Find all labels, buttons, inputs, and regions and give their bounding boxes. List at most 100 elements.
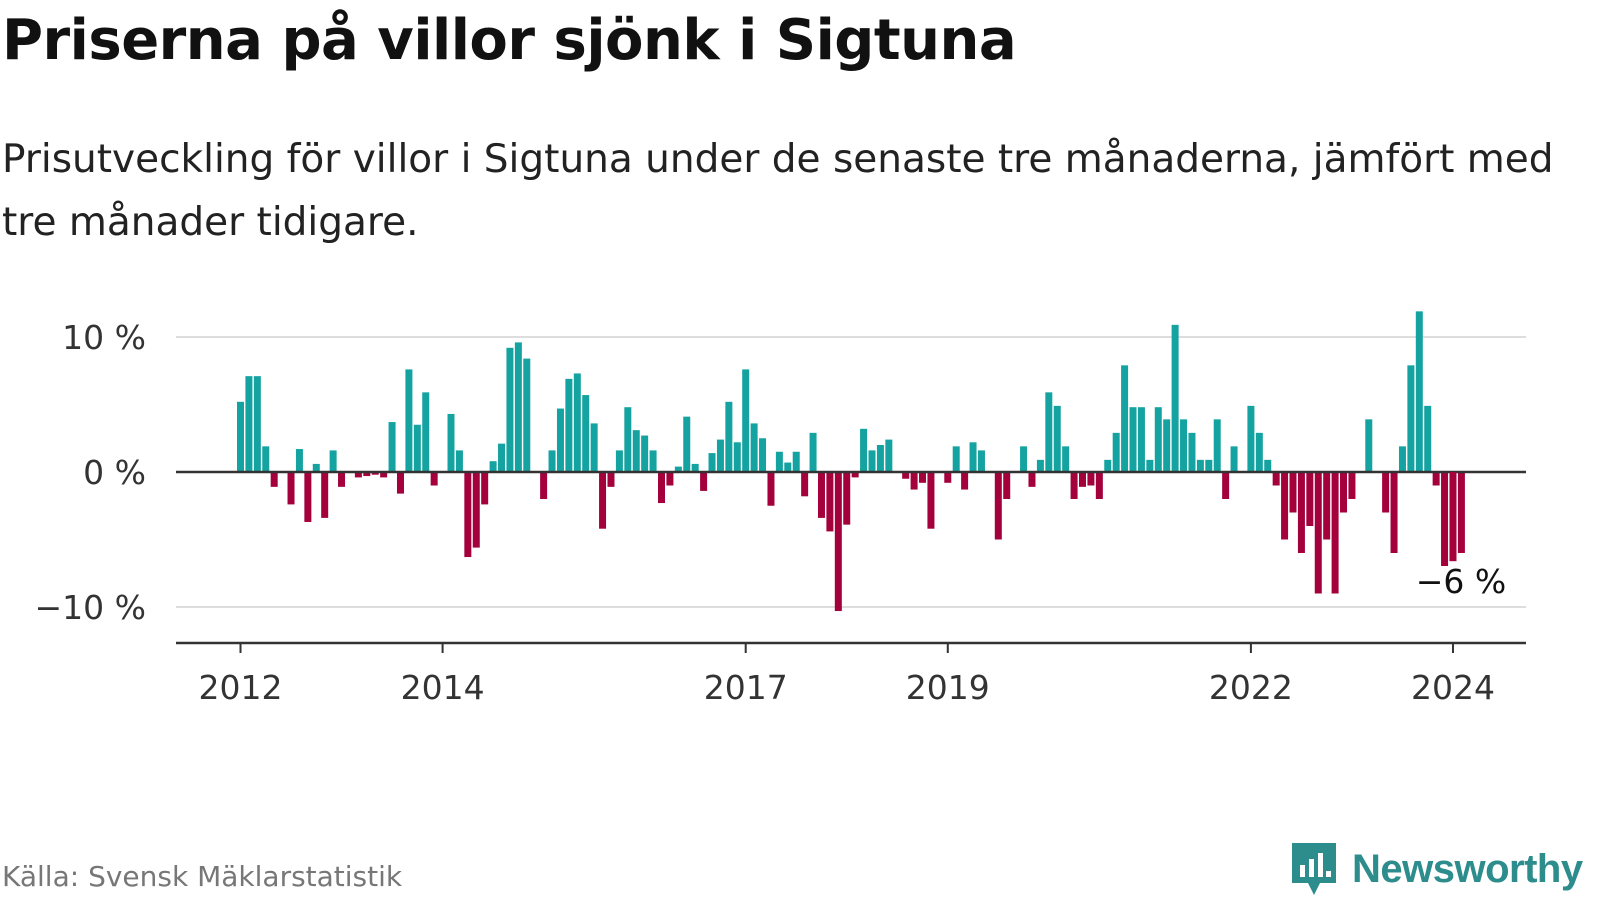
bar [498, 443, 506, 472]
bar [1340, 472, 1348, 513]
x-tick-label: 2019 [906, 668, 990, 707]
bar [523, 358, 531, 472]
bar [1121, 365, 1129, 472]
bar [725, 401, 733, 472]
bar [1070, 472, 1078, 499]
bar [1348, 472, 1356, 499]
bar [1112, 432, 1120, 472]
bar [784, 462, 792, 472]
bar [380, 472, 388, 478]
bar [405, 369, 413, 472]
bar [1457, 472, 1465, 553]
x-axis: 2012 2014 2017 2019 2022 2024 [199, 643, 1495, 707]
bar [1129, 407, 1137, 472]
bar [295, 449, 303, 472]
bar [371, 472, 379, 475]
bar [927, 472, 935, 529]
bar [759, 438, 767, 472]
bar [919, 472, 927, 483]
bar [1036, 459, 1044, 472]
bar [565, 378, 573, 472]
bar [1247, 405, 1255, 472]
bar [582, 395, 590, 472]
bar [1365, 419, 1373, 472]
bar [1398, 446, 1406, 472]
bar [1297, 472, 1305, 553]
bar [1028, 472, 1036, 487]
brand-name: Newsworthy [1352, 846, 1583, 891]
x-tick-label: 2017 [704, 668, 788, 707]
bar [1264, 459, 1272, 472]
bar [994, 472, 1002, 540]
bar [817, 472, 825, 518]
bar [1171, 324, 1179, 472]
bar [1230, 446, 1238, 472]
bar [1255, 432, 1263, 472]
bar [396, 472, 404, 494]
bar [615, 450, 623, 472]
bar [952, 446, 960, 472]
bar [237, 401, 244, 472]
bar [413, 424, 421, 472]
bar [1272, 472, 1280, 486]
y-tick-label: −10 % [35, 588, 147, 627]
annotation-background [1418, 566, 1509, 598]
bar [489, 461, 497, 472]
bar [775, 451, 783, 472]
bar [1087, 472, 1095, 486]
bar [1163, 419, 1171, 472]
x-tick-label: 2024 [1411, 668, 1495, 707]
bar [506, 347, 514, 472]
bar [801, 472, 809, 497]
bar [750, 423, 758, 472]
bar [1281, 472, 1289, 540]
bar [590, 423, 598, 472]
bar [767, 472, 775, 506]
bar [649, 450, 657, 472]
bar [329, 450, 337, 472]
bar [969, 442, 977, 472]
bar [641, 435, 649, 472]
bar [910, 472, 918, 490]
bar [716, 439, 724, 472]
bar [464, 472, 472, 558]
bar [1180, 419, 1188, 472]
bar [1432, 472, 1440, 486]
bar [1323, 472, 1331, 540]
chart-title: Priserna på villor sjönk i Sigtuna [2, 8, 1017, 73]
bar [742, 369, 750, 472]
bar [422, 392, 430, 472]
bar [977, 450, 985, 472]
bar [388, 422, 396, 472]
gridlines [176, 336, 1526, 608]
bar [338, 472, 346, 487]
bar [792, 451, 800, 472]
bar [1382, 472, 1390, 513]
annotation: −6 % [1416, 472, 1509, 601]
x-tick-label: 2012 [199, 668, 283, 707]
y-tick-label: 0 % [83, 453, 146, 492]
bar [304, 472, 312, 522]
bar [1222, 472, 1230, 499]
chart-subtitle: Prisutveckling för villor i Sigtuna unde… [2, 137, 1554, 245]
bar [961, 472, 969, 490]
bar [1188, 432, 1196, 472]
bar [312, 463, 320, 472]
bar [624, 407, 632, 472]
bar-chart: 10 % 0 % −10 % 2012 2014 2017 2019 2022 2024 −6… [35, 311, 1526, 707]
bar [809, 432, 817, 472]
bar [632, 430, 640, 472]
bar [1213, 419, 1221, 472]
bar [1053, 405, 1061, 472]
bar [1289, 472, 1297, 513]
bar [262, 446, 270, 472]
bar [666, 472, 674, 486]
bar [1196, 459, 1204, 472]
bar [253, 376, 261, 472]
bar [363, 472, 371, 477]
bar [455, 450, 463, 472]
bar [674, 466, 682, 472]
bar [1062, 446, 1070, 472]
bar [1424, 405, 1432, 472]
bar [287, 472, 295, 505]
